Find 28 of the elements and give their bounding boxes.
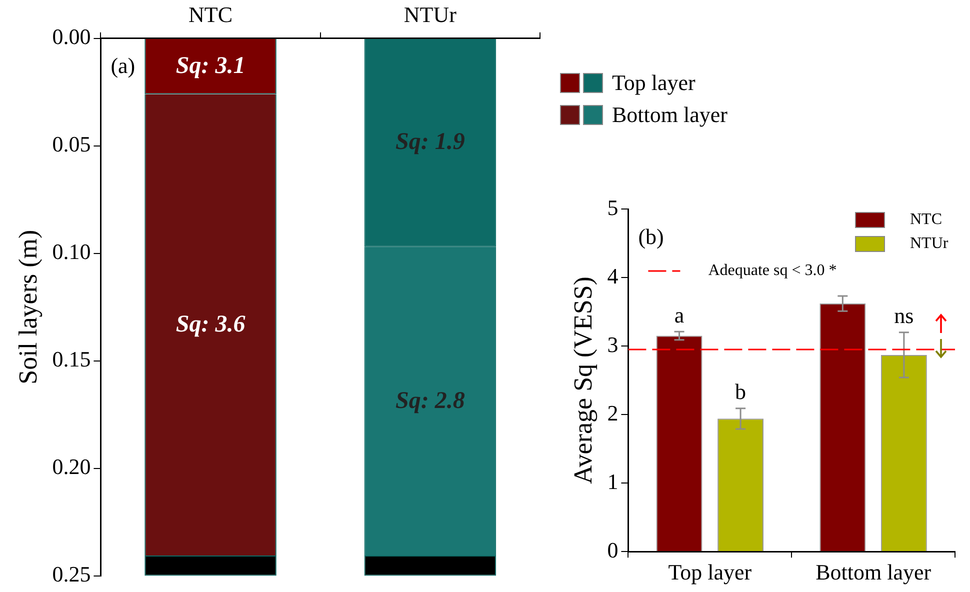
y-tick-label: 3 — [607, 332, 618, 357]
annotation: (a) — [110, 53, 136, 78]
y-tick-label: 0.15 — [52, 346, 91, 372]
legend-label: Adequate sq < 3.0 * — [708, 262, 837, 280]
y-tick-label: 0.20 — [52, 454, 91, 480]
annotation: ns — [894, 303, 914, 328]
y-tick-label: 2 — [607, 400, 618, 426]
annotation: Sq: 3.6 — [176, 312, 246, 338]
y-tick-label: 5 — [607, 194, 618, 220]
legend-label: NTUr — [910, 235, 948, 253]
legend-label: Top layer — [612, 70, 696, 96]
y-tick-label: 0 — [607, 537, 618, 562]
annotation: Sq: 1.9 — [396, 129, 465, 156]
annotation: a — [674, 302, 684, 328]
legend-label: Bottom layer — [612, 102, 728, 128]
annotation: (b) — [638, 224, 664, 249]
y-tick-label: 0.05 — [52, 132, 91, 157]
annotation: Sq: 3.1 — [176, 52, 246, 79]
y-tick-label: 0.10 — [52, 239, 91, 264]
y-tick-label: 0.25 — [52, 562, 91, 587]
y-tick-label: 4 — [607, 263, 618, 288]
y-tick-label: 1 — [607, 468, 618, 494]
y-tick-label: 0.00 — [52, 24, 91, 50]
y-axis-title: Average Sq (VESS) — [568, 276, 598, 484]
legend-label: NTC — [910, 211, 942, 229]
annotation: Sq: 2.8 — [396, 388, 465, 414]
y-axis-title: Soil layers (m) — [13, 230, 42, 384]
annotation: b — [735, 379, 746, 404]
